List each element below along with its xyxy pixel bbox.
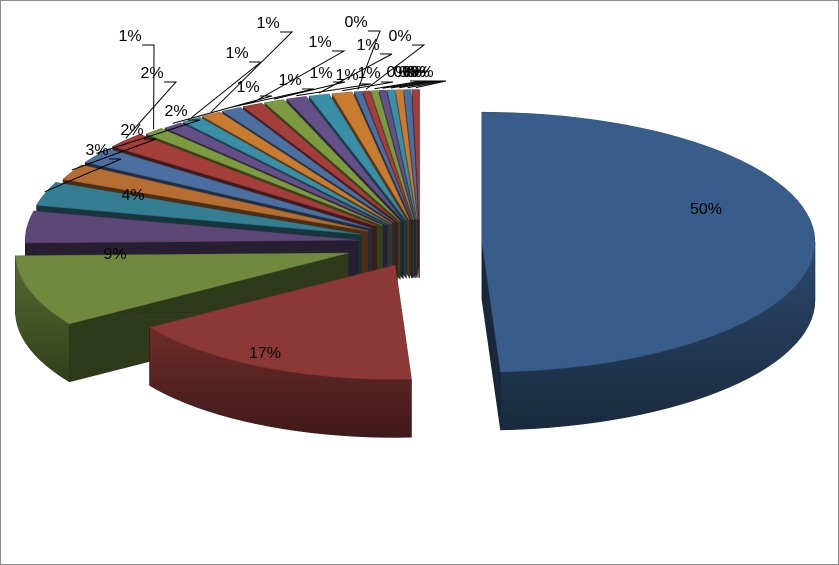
leader-line-8 bbox=[125, 81, 178, 139]
data-labels: 50%17%9%4%3%2%2%2%1%1%1%1%1%1%1% 1%1%1%0%… bbox=[85, 14, 722, 362]
pie-slice-3 bbox=[15, 252, 349, 325]
pie-slice-7 bbox=[84, 148, 373, 229]
pie-slice-12 bbox=[201, 111, 392, 224]
data-label-12: 1% bbox=[256, 15, 279, 32]
pie-slice-18 bbox=[331, 91, 410, 221]
pie-slice-23 bbox=[386, 89, 417, 220]
data-label-13: 1% bbox=[278, 72, 301, 89]
data-label-23: 0% bbox=[398, 64, 421, 81]
leader-line-5 bbox=[44, 158, 122, 193]
data-label-16: 1% bbox=[335, 67, 358, 84]
data-label-25: 0% bbox=[406, 64, 429, 81]
data-label-17: 1% bbox=[356, 37, 379, 54]
leader-line-6 bbox=[71, 138, 157, 171]
pie-slice-1 bbox=[481, 111, 816, 373]
leader-line-15 bbox=[273, 81, 346, 100]
data-label-14: 1% bbox=[308, 34, 331, 51]
pie-slice-20 bbox=[362, 90, 413, 220]
data-label-2: 17% bbox=[249, 345, 281, 362]
data-label-6: 2% bbox=[120, 122, 143, 139]
pie-slice-6 bbox=[62, 164, 369, 232]
data-label-18: 1% bbox=[357, 65, 380, 82]
data-label-8: 2% bbox=[140, 65, 163, 82]
data-label-10: 1% bbox=[236, 79, 259, 96]
pie-slice-15 bbox=[263, 99, 401, 222]
data-label-7: 2% bbox=[164, 103, 187, 120]
pie-slice-4 bbox=[25, 210, 359, 244]
data-label-19: 0% bbox=[344, 14, 367, 31]
data-label-5: 3% bbox=[85, 142, 108, 159]
data-label-4: 4% bbox=[121, 187, 144, 204]
data-label-24: 0% bbox=[402, 64, 425, 81]
leader-line-9 bbox=[142, 44, 155, 130]
leader-line-26 bbox=[415, 80, 447, 89]
leader-line-7 bbox=[96, 119, 201, 154]
data-label-9: 1% bbox=[118, 28, 141, 45]
pie-slice-14 bbox=[242, 102, 398, 223]
leader-line-12 bbox=[210, 31, 294, 113]
pie-slice-24 bbox=[395, 89, 418, 220]
leader-line-14 bbox=[252, 50, 346, 104]
data-label-22: 0% bbox=[393, 64, 416, 81]
pie-slice-19 bbox=[353, 91, 412, 221]
pie-slice-9 bbox=[145, 128, 383, 226]
data-label-26: 0% bbox=[410, 64, 433, 81]
pie-slice-22 bbox=[378, 89, 416, 220]
data-label-21: 0% bbox=[386, 64, 409, 81]
pie-slice-8 bbox=[111, 133, 377, 227]
pie-slice-13 bbox=[221, 107, 395, 223]
leader-line-19 bbox=[357, 30, 381, 90]
pie-slice-21 bbox=[370, 90, 415, 220]
pie-slice-5 bbox=[35, 182, 362, 235]
data-label-15: 1% bbox=[309, 65, 332, 82]
leader-lines bbox=[44, 30, 447, 193]
leader-line-17 bbox=[318, 53, 393, 94]
pie-slice-16 bbox=[285, 96, 404, 222]
slice-tops bbox=[15, 89, 816, 380]
pie-slice-25 bbox=[403, 89, 419, 220]
data-label-3: 9% bbox=[103, 246, 126, 263]
pie-slice-26 bbox=[411, 89, 420, 220]
leader-line-20 bbox=[365, 44, 426, 90]
pie-slice-17 bbox=[308, 93, 407, 221]
data-label-1: 50% bbox=[690, 201, 722, 218]
pie-slice-10 bbox=[164, 122, 387, 226]
data-label-11: 1% bbox=[225, 45, 248, 62]
pie-slice-2 bbox=[148, 264, 412, 380]
data-label-20: 0% bbox=[388, 28, 411, 45]
